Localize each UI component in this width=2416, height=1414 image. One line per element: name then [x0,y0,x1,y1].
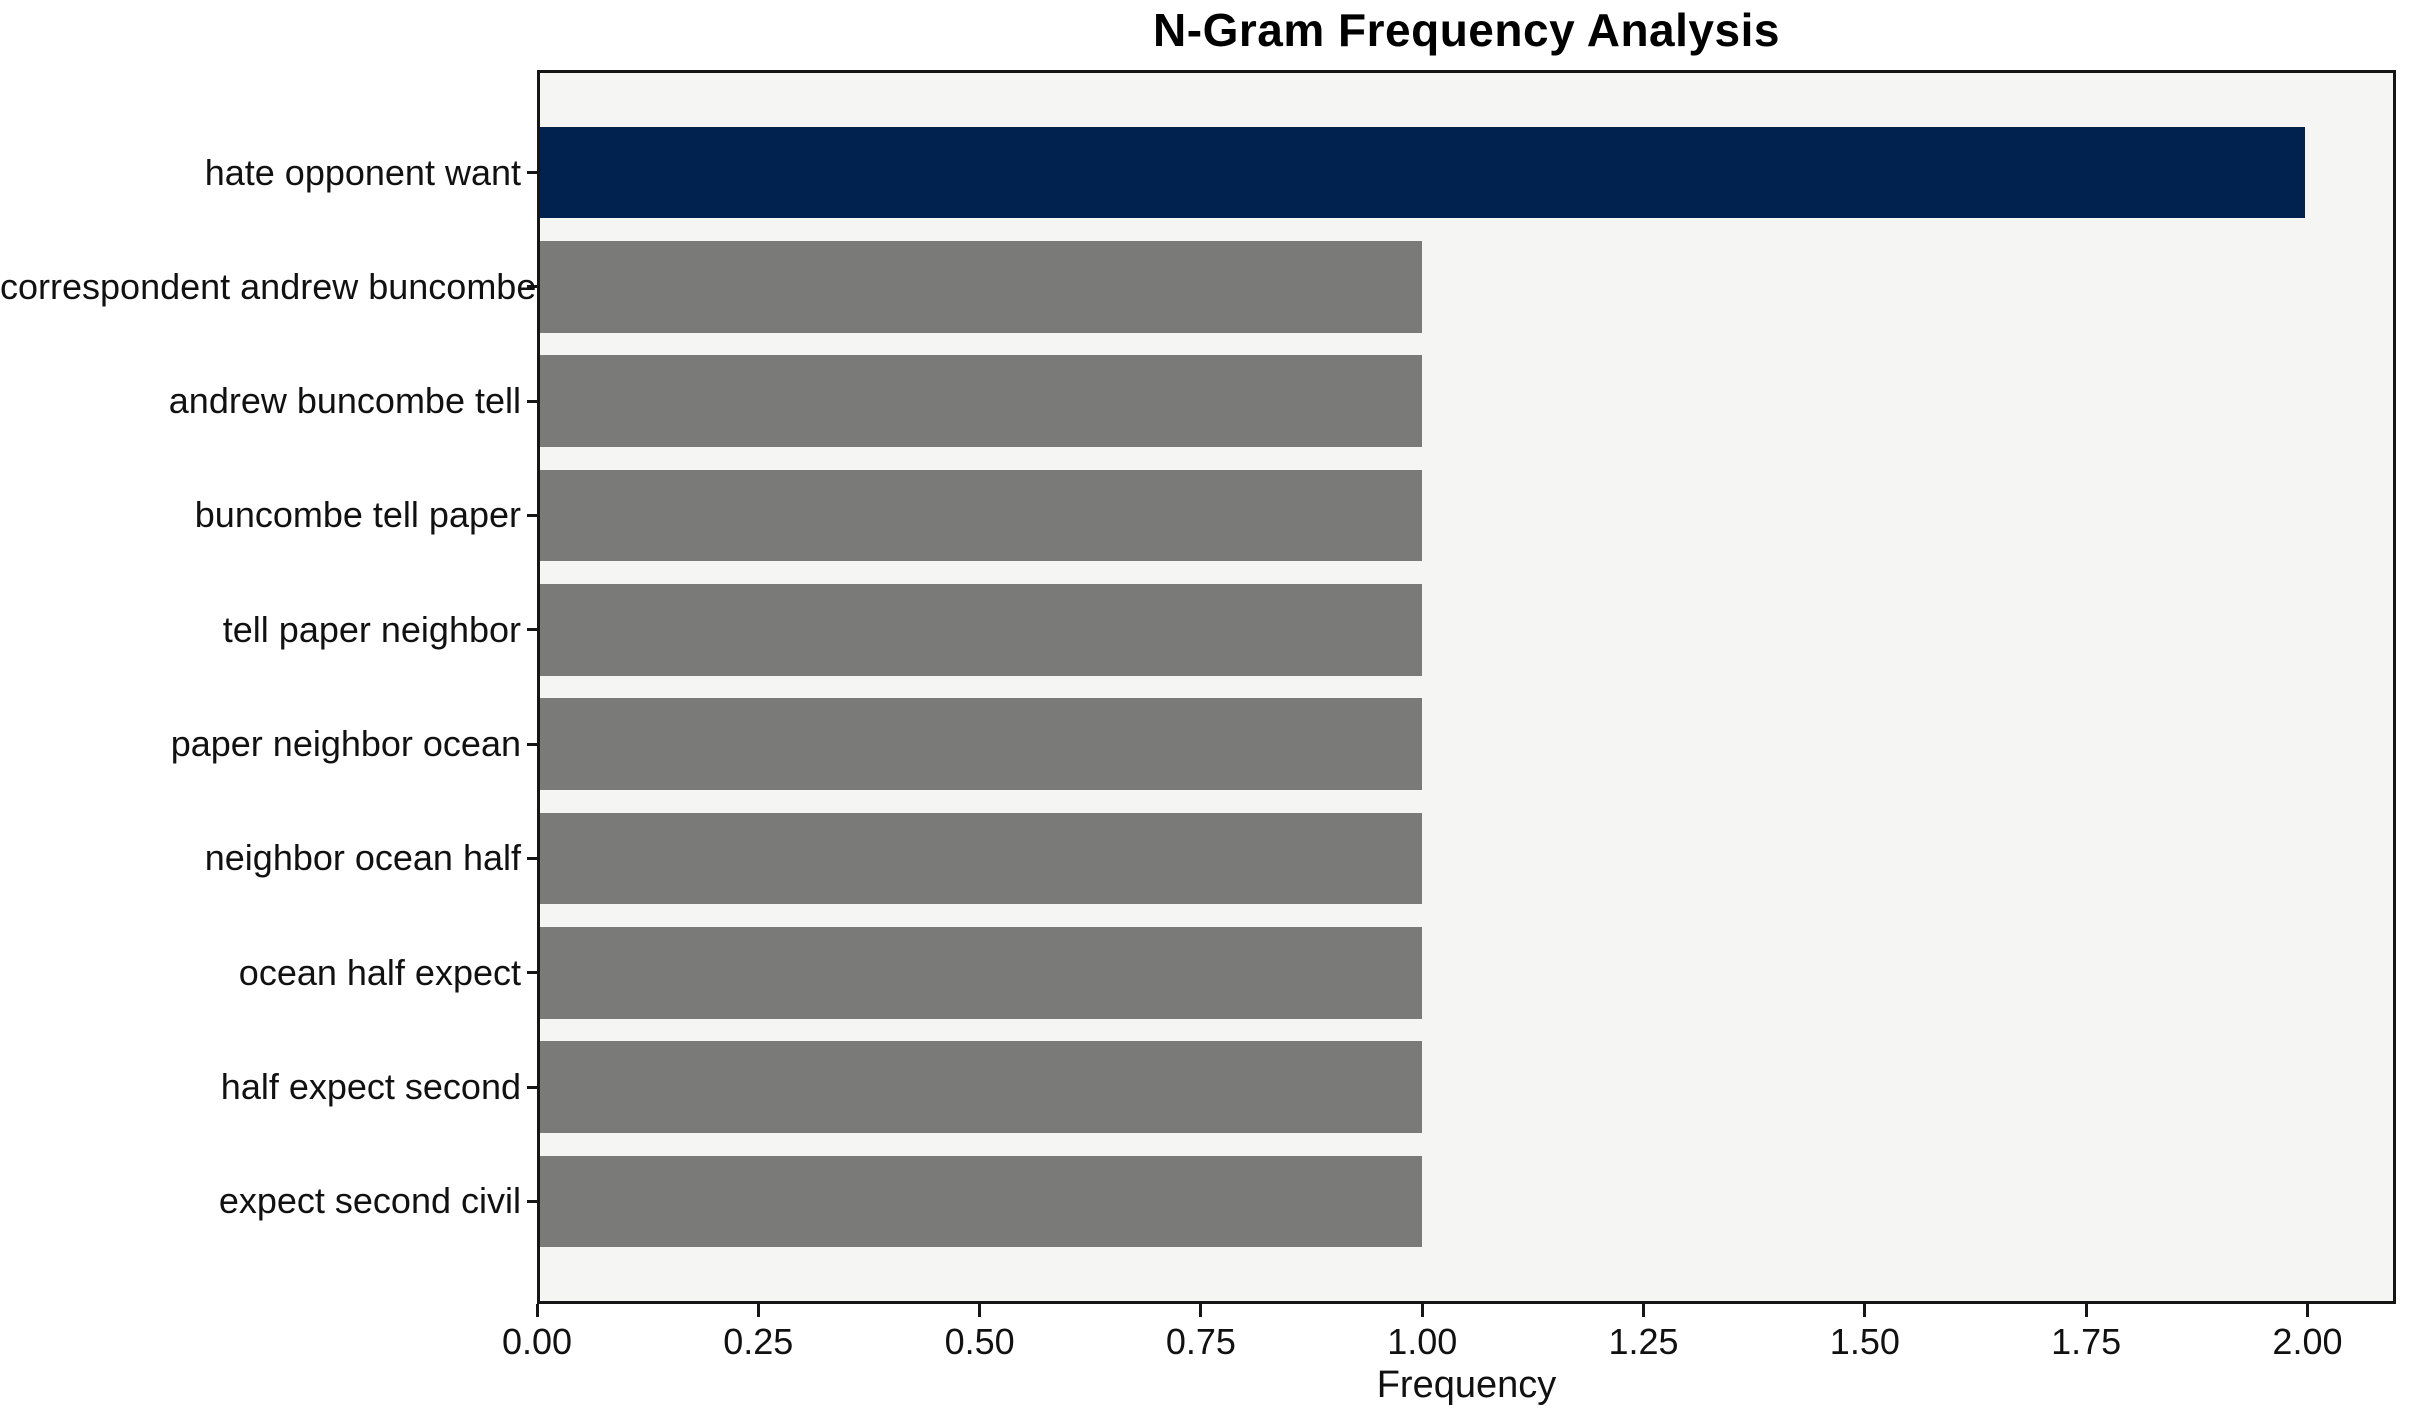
y-tick-label: hate opponent want [204,151,521,193]
x-tick-label: 1.50 [1829,1321,1900,1362]
bar-3 [540,469,1423,562]
y-tick-mark [527,971,537,975]
bar-9 [540,1155,1423,1248]
x-tick-label: 1.75 [2051,1321,2122,1362]
x-tick-label: 0.00 [501,1321,573,1362]
x-tick-label: 1.25 [1608,1321,1679,1362]
y-tick-mark [527,399,537,403]
y-tick-label: paper neighbor ocean [170,723,521,765]
y-tick-label: expect second civil [218,1180,521,1222]
y-tick-label: ocean half expect [238,951,521,993]
y-tick-label: half expect second [220,1066,521,1108]
y-tick-label: buncombe tell paper [194,494,521,536]
y-tick-label: tell paper neighbor [222,608,521,650]
x-tick-label: 2.00 [2272,1321,2343,1362]
y-tick-mark [527,1199,537,1203]
bar-1 [540,241,1423,333]
y-tick-mark [527,742,537,746]
x-tick-mark [535,1304,539,1317]
x-tick-mark [2305,1304,2309,1317]
y-tick-mark [527,856,537,860]
x-tick-label: 0.25 [723,1321,794,1362]
y-tick-label: correspondent andrew buncombe [0,265,537,307]
bar-6 [540,812,1423,905]
x-tick-mark [1863,1304,1867,1317]
y-tick-mark [527,513,537,517]
bar-2 [540,355,1423,447]
x-tick-label: 1.00 [1387,1321,1458,1362]
y-tick-mark [527,628,537,632]
y-tick-mark [527,285,537,289]
y-tick-label: neighbor ocean half [204,837,521,879]
x-tick-mark [2084,1304,2088,1317]
bar-4 [540,584,1423,676]
bar-0 [540,126,2305,219]
x-axis-title: Frequency [1376,1364,1557,1406]
x-tick-mark [1199,1304,1203,1317]
plot-area [537,70,2396,1304]
bar-8 [540,1041,1423,1133]
x-tick-mark [756,1304,760,1317]
x-tick-label: 0.50 [944,1321,1015,1362]
x-tick-label: 0.75 [1165,1321,1236,1362]
y-tick-label: andrew buncombe tell [168,380,521,422]
bar-5 [540,698,1423,790]
x-tick-mark [1642,1304,1646,1317]
x-tick-mark [978,1304,982,1317]
y-tick-mark [527,1085,537,1089]
y-tick-mark [527,171,537,174]
chart-title: N-Gram Frequency Analysis [1153,4,1780,56]
x-tick-mark [1420,1304,1424,1317]
bar-7 [540,927,1423,1019]
